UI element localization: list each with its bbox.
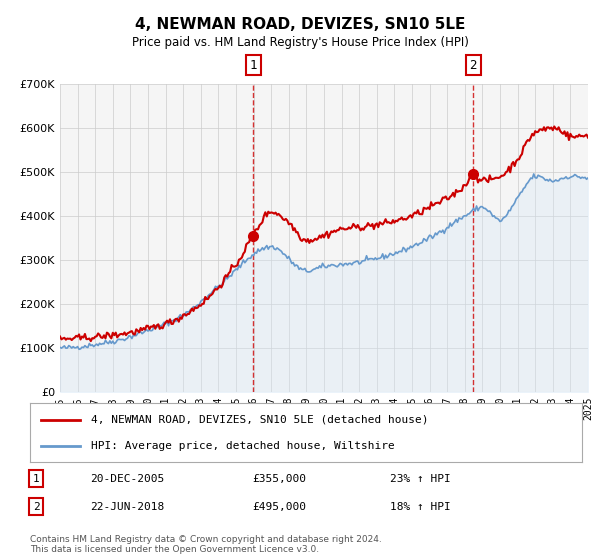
Text: £355,000: £355,000 — [252, 474, 306, 484]
Text: 20-DEC-2005: 20-DEC-2005 — [90, 474, 164, 484]
Text: 18% ↑ HPI: 18% ↑ HPI — [390, 502, 451, 512]
Text: 4, NEWMAN ROAD, DEVIZES, SN10 5LE (detached house): 4, NEWMAN ROAD, DEVIZES, SN10 5LE (detac… — [91, 414, 428, 424]
Text: Contains HM Land Registry data © Crown copyright and database right 2024.
This d: Contains HM Land Registry data © Crown c… — [30, 535, 382, 554]
Text: 2: 2 — [32, 502, 40, 512]
Text: 2: 2 — [469, 59, 477, 72]
Text: £495,000: £495,000 — [252, 502, 306, 512]
Text: 1: 1 — [250, 59, 257, 72]
Text: HPI: Average price, detached house, Wiltshire: HPI: Average price, detached house, Wilt… — [91, 441, 394, 451]
Text: 22-JUN-2018: 22-JUN-2018 — [90, 502, 164, 512]
Text: 4, NEWMAN ROAD, DEVIZES, SN10 5LE: 4, NEWMAN ROAD, DEVIZES, SN10 5LE — [135, 17, 465, 32]
Text: 1: 1 — [32, 474, 40, 484]
Text: Price paid vs. HM Land Registry's House Price Index (HPI): Price paid vs. HM Land Registry's House … — [131, 36, 469, 49]
Text: 23% ↑ HPI: 23% ↑ HPI — [390, 474, 451, 484]
